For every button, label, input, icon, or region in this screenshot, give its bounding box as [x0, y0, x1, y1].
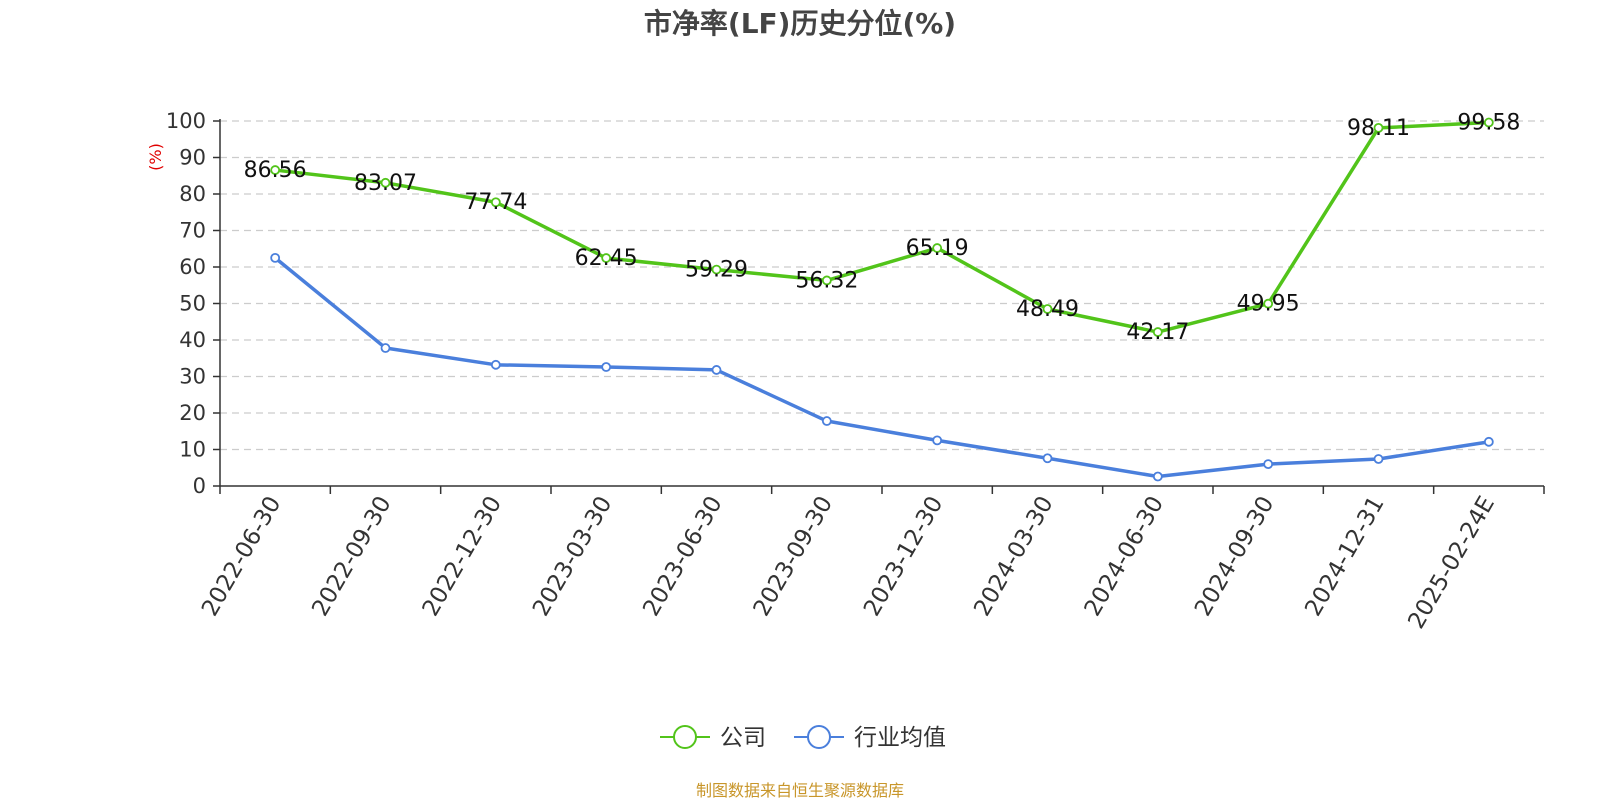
data-point[interactable] [711, 365, 722, 375]
legend-label-1[interactable]: 行业均值 [854, 725, 946, 751]
data-label: 77.74 [464, 190, 527, 215]
x-tick-label: 2022-12-30 [418, 492, 507, 621]
data-point[interactable] [1042, 304, 1053, 314]
data-point[interactable] [270, 252, 281, 263]
data-label: 98.11 [1347, 116, 1410, 141]
data-point[interactable] [601, 253, 612, 263]
grid-lines [220, 120, 1544, 451]
y-tick-label: 60 [179, 255, 206, 279]
y-tick-label: 10 [179, 438, 206, 462]
y-tick-label: 40 [179, 328, 206, 352]
y-tick-label: 0 [193, 474, 206, 498]
y-tick-label: 20 [179, 401, 206, 425]
legend[interactable]: 公司 行业均值 [660, 725, 946, 751]
y-tick-label: 30 [179, 365, 206, 389]
data-label: 62.45 [575, 246, 638, 271]
data-point[interactable] [490, 197, 501, 208]
x-tick-label: 2023-06-30 [638, 492, 727, 621]
x-tick-label: 2022-09-30 [307, 492, 396, 621]
data-point[interactable] [1152, 471, 1163, 482]
data-point[interactable] [380, 177, 391, 188]
y-tick-label: 70 [179, 219, 206, 243]
x-tick-label: 2025-02-24E [1403, 492, 1500, 633]
data-label: 56.32 [795, 268, 858, 293]
y-tick-label: 50 [179, 292, 206, 316]
data-label: 83.07 [354, 171, 417, 196]
data-point[interactable] [821, 416, 832, 426]
data-point[interactable] [932, 243, 943, 253]
x-tick-label: 2024-09-30 [1190, 492, 1279, 621]
data-label: 99.58 [1457, 111, 1520, 136]
y-tick-label: 90 [179, 146, 206, 170]
chart-title: 市净率(LF)历史分位(%) [644, 7, 956, 40]
data-label: 42.17 [1126, 320, 1189, 345]
data-point[interactable] [380, 343, 391, 353]
x-tick-label: 2022-06-30 [197, 492, 286, 621]
data-point[interactable] [1483, 436, 1494, 447]
y-tick-label: 100 [166, 109, 206, 133]
data-point[interactable] [1042, 453, 1053, 464]
x-tick-label: 2024-06-30 [1080, 492, 1169, 621]
x-tick-label: 2023-09-30 [749, 492, 838, 621]
series-line-1 [274, 256, 1490, 479]
data-point[interactable] [1373, 454, 1384, 464]
data-point[interactable] [932, 435, 943, 446]
series-line-0 [274, 120, 1489, 334]
x-tick-label: 2024-03-30 [969, 492, 1058, 621]
data-labels: 86.56 83.07 77.74 62.45 59.29 56.32 65.19 48.49… [244, 111, 1521, 346]
data-label: 86.56 [244, 158, 307, 183]
series-layer [270, 117, 1494, 482]
data-point[interactable] [711, 264, 722, 275]
x-tick-label: 2024-12-31 [1300, 492, 1389, 621]
source-note: 制图数据来自恒生聚源数据库 [696, 781, 904, 800]
x-tick-label: 2023-03-30 [528, 492, 617, 621]
legend-marker-1[interactable] [807, 725, 831, 749]
data-label: 59.29 [685, 258, 748, 283]
y-tick-label: 80 [179, 182, 206, 206]
legend-label-0[interactable]: 公司 [720, 725, 766, 751]
data-point[interactable] [821, 275, 832, 286]
data-point[interactable] [1373, 122, 1384, 133]
data-label: 65.19 [906, 236, 969, 261]
data-label: 49.95 [1237, 292, 1300, 317]
data-point[interactable] [601, 362, 612, 372]
data-point[interactable] [1483, 117, 1494, 128]
y-axis-label: (%) [146, 143, 165, 171]
data-point[interactable] [1263, 459, 1274, 470]
data-point[interactable] [1152, 327, 1163, 337]
data-point[interactable] [270, 165, 281, 175]
x-tick-label: 2023-12-30 [859, 492, 948, 621]
data-point[interactable] [1263, 298, 1274, 309]
data-label: 48.49 [1016, 297, 1079, 322]
legend-marker-0[interactable] [673, 725, 697, 749]
data-point[interactable] [490, 359, 501, 370]
